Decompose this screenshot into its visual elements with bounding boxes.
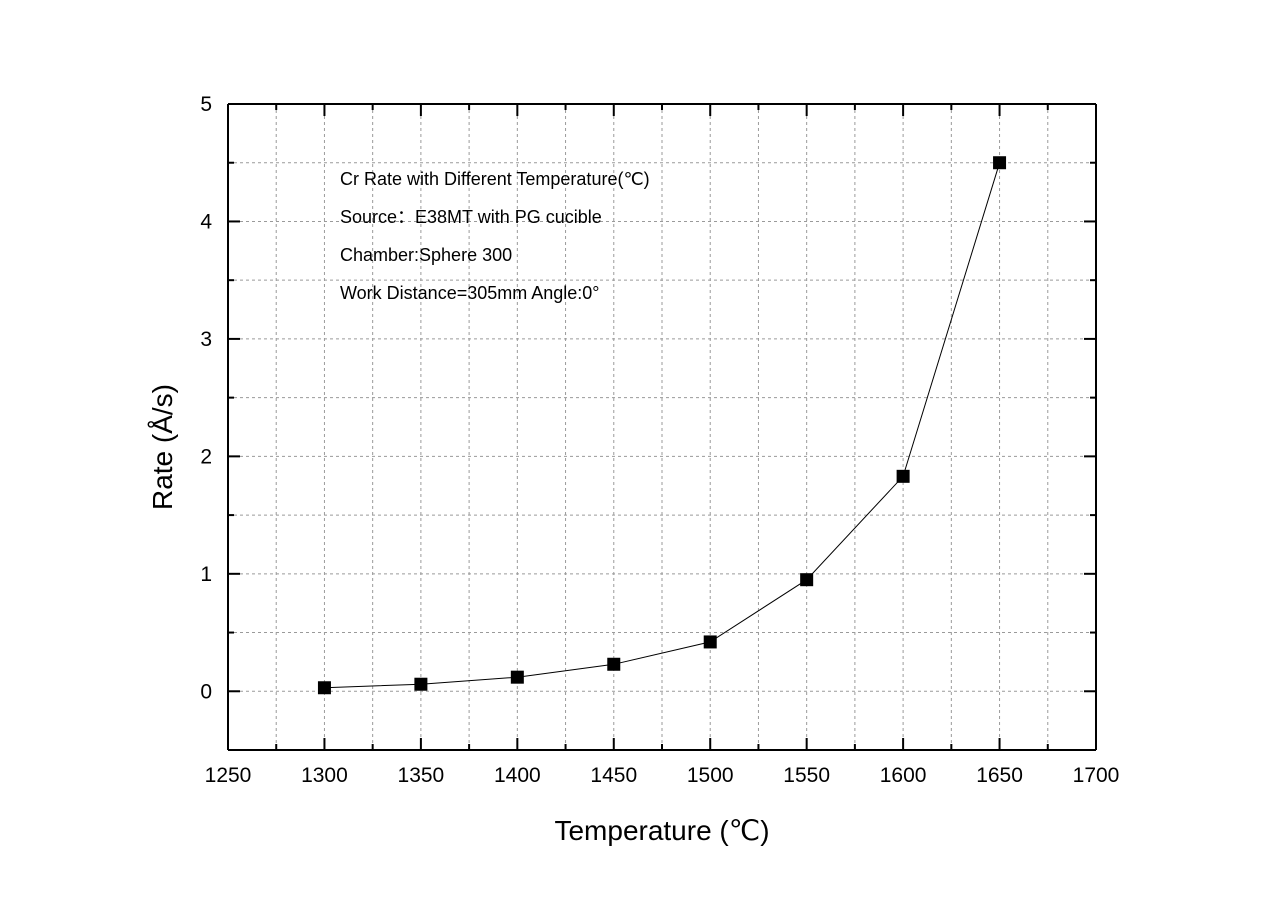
grid	[228, 104, 1096, 750]
x-tick-label: 1250	[205, 764, 252, 787]
data-point	[414, 677, 428, 691]
y-tick-label: 1	[200, 563, 212, 586]
x-axis-title: Temperature (℃)	[554, 815, 769, 846]
annotation-line: Work Distance=305mm Angle:0°	[340, 283, 600, 303]
data-point	[800, 573, 814, 587]
ticks	[227, 103, 1097, 751]
annotation-line: Chamber:Sphere 300	[340, 245, 512, 265]
series-line	[324, 162, 1001, 689]
y-axis-title: Rate (Å/s)	[147, 384, 178, 510]
y-tick-label: 0	[200, 680, 212, 703]
x-tick-label: 1400	[494, 764, 541, 787]
x-tick-label: 1550	[783, 764, 830, 787]
y-tick-label: 5	[200, 93, 212, 116]
data-point	[317, 681, 331, 695]
tick-labels: 1250 1300 1350 1400 1450 1500 1550 1600 1650 1700…	[200, 93, 1119, 787]
data-point	[607, 657, 621, 671]
data-point	[896, 469, 910, 483]
x-tick-label: 1600	[880, 764, 927, 787]
x-tick-label: 1650	[976, 764, 1023, 787]
y-tick-label: 4	[200, 210, 212, 233]
y-tick-label: 3	[200, 328, 212, 351]
y-tick-label: 2	[200, 445, 212, 468]
data-point	[993, 156, 1007, 170]
x-tick-label: 1500	[687, 764, 734, 787]
x-tick-label: 1450	[590, 764, 637, 787]
series-line-layer	[324, 162, 1001, 689]
x-tick-label: 1300	[301, 764, 348, 787]
annotations: Cr Rate with Different Temperature(℃) Sou…	[340, 169, 650, 303]
data-points	[317, 156, 1007, 695]
annotation-line: Cr Rate with Different Temperature(℃)	[340, 169, 650, 189]
x-tick-label: 1350	[398, 764, 445, 787]
annotation-line: Source：E38MT with PG cucible	[340, 207, 602, 227]
data-point	[510, 670, 524, 684]
x-tick-label: 1700	[1073, 764, 1120, 787]
data-point	[703, 635, 717, 649]
